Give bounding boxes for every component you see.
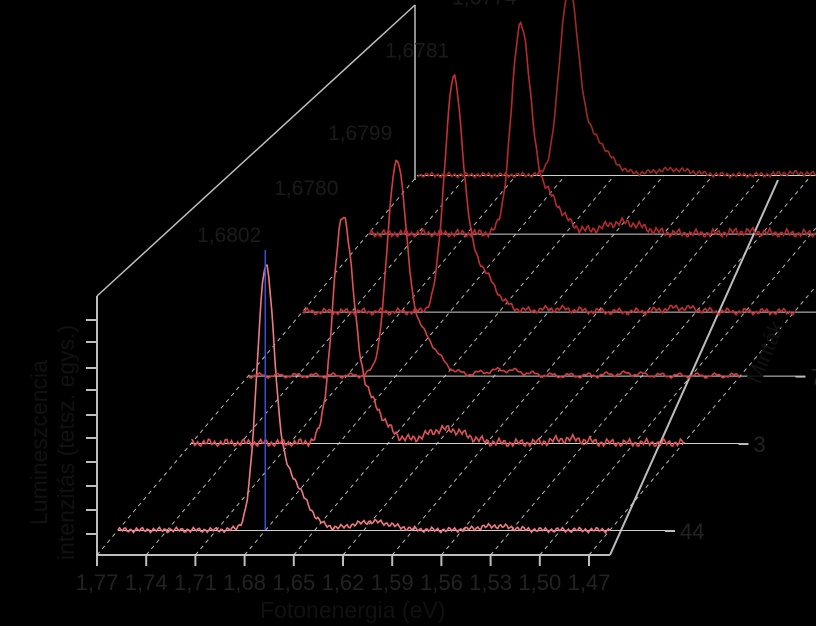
peak-label: 1,6799 [328, 122, 392, 145]
x-tick-label: 1,56 [420, 570, 463, 595]
x-tick-label: 1,68 [223, 570, 266, 595]
sample-label: 44 [680, 519, 704, 544]
x-tick-label: 1,65 [272, 570, 315, 595]
series-line-36 [417, 0, 816, 179]
x-tick-label: 1,71 [174, 570, 217, 595]
y-axis-title-line1: Lumineszcencia [26, 360, 52, 525]
perspective-gridline [588, 285, 816, 556]
perspective-gridline [490, 174, 812, 556]
back-diagonal-top [96, 4, 416, 297]
sample-label: 3 [754, 432, 766, 457]
peak-label: 1,6781 [385, 39, 449, 62]
chart-series-group [117, 0, 816, 535]
perspective-gridline [391, 174, 714, 556]
series-line-21 [302, 73, 796, 316]
x-tick-label: 1,62 [322, 570, 365, 595]
perspective-gridline [441, 174, 763, 556]
x-tick-label: 1,77 [76, 570, 119, 595]
perspective-gridline [244, 174, 566, 556]
depth-axis-line [609, 179, 779, 556]
series-line-31 [368, 20, 816, 239]
x-tick-label: 1,59 [371, 570, 414, 595]
perspective-gridline [342, 174, 665, 556]
series-line-44 [117, 264, 611, 535]
perspective-gridline [539, 227, 816, 556]
perspective-gridline [293, 174, 616, 556]
peak-label: 1,6802 [197, 224, 261, 247]
series-line-7 [247, 159, 741, 380]
x-axis-title: Fotonenergia (eV) [260, 597, 445, 623]
series-line-3 [190, 216, 685, 448]
chart-text-group: 1,77 1,74 1,71 1,68 1,65 1,62 1,59 1,56 1,53 1,50… [26, 0, 816, 623]
peak-label: 1,6774 [452, 0, 517, 9]
x-tick-label: 1,53 [469, 570, 512, 595]
x-tick-label: 1,50 [518, 570, 561, 595]
perspective-gridline [145, 174, 468, 556]
peak-label: 1,6780 [274, 177, 338, 200]
sample-label: 7 [811, 365, 816, 390]
x-tick-label: 1,47 [568, 570, 611, 595]
x-tick-label: 1,74 [125, 570, 168, 595]
y-axis-title-line2: intenzitás (tetsz. egys.) [53, 325, 79, 560]
chart-frame [86, 4, 806, 566]
